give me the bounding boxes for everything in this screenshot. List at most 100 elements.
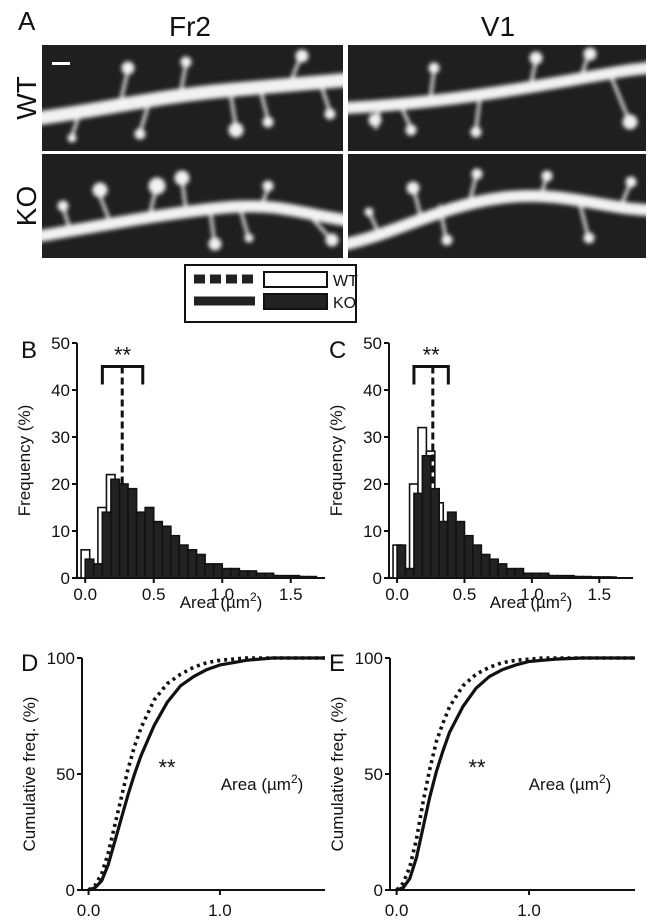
chart-b-bar-ko bbox=[135, 511, 146, 579]
legend-wt-label: WT bbox=[333, 273, 358, 290]
chart-e-line-wt bbox=[395, 656, 635, 892]
chart-e: 0 50 100 0.0 1.0 Cumulative freq. (%) Area (µm… bbox=[328, 649, 635, 920]
legend-wt-bar bbox=[263, 271, 328, 288]
chart-c-bar-ko bbox=[531, 572, 542, 579]
chart-b-bar-ko bbox=[195, 553, 206, 579]
chart-c-xtick-label: 1.0 bbox=[520, 585, 544, 604]
chart-e-ytick-label: 50 bbox=[364, 765, 383, 784]
chart-c-bar-ko bbox=[598, 576, 609, 579]
chart-b-bar-ko bbox=[178, 544, 189, 579]
chart-e-ytick-label: 100 bbox=[355, 649, 383, 668]
chart-b-bar-ko bbox=[144, 506, 155, 579]
chart-d-ytick-label: 0 bbox=[66, 881, 75, 900]
chart-c-bar-ko bbox=[564, 574, 575, 579]
chart-d-line-wt bbox=[87, 656, 325, 892]
chart-b-bar-ko bbox=[272, 574, 283, 579]
chart-c-xtick-label: 1.5 bbox=[587, 585, 611, 604]
micrograph-wt-fr2 bbox=[42, 45, 343, 151]
row-label-wt: WT bbox=[11, 76, 42, 120]
chart-c-significance-bracket bbox=[412, 365, 450, 385]
chart-b-bar-ko bbox=[281, 574, 292, 579]
chart-c-bar-ko bbox=[480, 553, 491, 579]
chart-d-ytick-label: 100 bbox=[47, 649, 75, 668]
chart-b-bar-ko bbox=[127, 487, 138, 579]
chart-b-ytick-label: 30 bbox=[51, 428, 70, 447]
chart-b-bar-ko bbox=[298, 575, 309, 579]
chart-b-bar-ko bbox=[238, 570, 249, 579]
legend-ko-label: KO bbox=[333, 295, 356, 312]
chart-b-bar-ko bbox=[92, 563, 104, 579]
chart-b-bar-ko bbox=[161, 525, 172, 579]
chart-b-xtick-label: 1.5 bbox=[279, 585, 303, 604]
chart-c-bar-ko bbox=[556, 574, 567, 579]
chart-b-xlabel: Area (µm2) bbox=[180, 590, 263, 612]
chart-c-ytick-label: 10 bbox=[363, 522, 382, 541]
panel-letter-e: E bbox=[329, 650, 345, 677]
chart-c-bar-ko bbox=[421, 454, 432, 579]
panel-letter-a: A bbox=[18, 6, 36, 36]
chart-d-significance-label: ** bbox=[158, 755, 176, 780]
chart-b-ylabel: Frequency (%) bbox=[15, 405, 34, 516]
legend-ko-bar bbox=[263, 293, 328, 310]
chart-b-bar-ko bbox=[84, 558, 95, 579]
chart-c-bar-ko bbox=[488, 558, 499, 579]
chart-c-ytick-label: 30 bbox=[363, 428, 382, 447]
chart-c-ylabel: Frequency (%) bbox=[327, 405, 346, 516]
chart-e-line-ko bbox=[396, 656, 635, 892]
chart-b-bar-ko bbox=[212, 563, 224, 579]
chart-c-bar-ko bbox=[455, 520, 466, 579]
chart-b-bar-ko bbox=[289, 574, 301, 579]
micrograph-wt-v1 bbox=[348, 45, 646, 151]
chart-c-bar-ko bbox=[446, 511, 457, 579]
chart-b-xtick-label: 0.5 bbox=[142, 585, 166, 604]
chart-c-bar-ko bbox=[573, 575, 584, 579]
column-label-v1: V1 bbox=[481, 11, 515, 42]
panel-letter-d: D bbox=[21, 650, 38, 677]
chart-e-significance-label: ** bbox=[468, 755, 486, 780]
chart-c-bar-ko bbox=[413, 492, 424, 579]
chart-d-xtick-label: 0.0 bbox=[77, 901, 101, 920]
micrograph-ko-v1 bbox=[348, 154, 646, 258]
chart-c-bar-ko bbox=[547, 574, 558, 579]
chart-b-bar-ko bbox=[247, 570, 258, 579]
chart-c-bar-ko bbox=[539, 572, 550, 579]
chart-e-ytick-label: 0 bbox=[374, 881, 383, 900]
chart-c-ytick-label: 40 bbox=[363, 381, 382, 400]
chart-c-xtick-label: 0.0 bbox=[385, 585, 409, 604]
chart-e-xtick-label: 0.0 bbox=[385, 901, 409, 920]
chart-b-bar-ko bbox=[221, 567, 232, 579]
chart-c-bar-ko bbox=[438, 520, 449, 579]
micrograph-ko-fr2 bbox=[42, 154, 343, 258]
chart-b-bar-ko bbox=[204, 563, 215, 579]
chart-c-ytick-label: 50 bbox=[363, 334, 382, 353]
chart-b-xtick-label: 0.0 bbox=[73, 585, 97, 604]
chart-c-bar-ko bbox=[522, 572, 533, 579]
chart-d: 0 50 100 0.0 1.0 Cumulative freq. (%) Area (µm… bbox=[20, 649, 325, 920]
chart-b-ytick-label: 50 bbox=[51, 334, 70, 353]
chart-b-bar-ko bbox=[264, 572, 275, 579]
chart-c-significance-label: ** bbox=[423, 343, 441, 368]
chart-b-ytick-label: 20 bbox=[51, 475, 70, 494]
chart-b-bar-ko bbox=[307, 575, 318, 579]
chart-b-bar-ko bbox=[170, 534, 181, 579]
chart-b-ytick-label: 40 bbox=[51, 381, 70, 400]
panel-letter-c: C bbox=[329, 337, 346, 364]
chart-b-ytick-label: 10 bbox=[51, 522, 70, 541]
chart-d-xtick-label: 1.0 bbox=[208, 901, 232, 920]
chart-c-bar-ko bbox=[497, 563, 508, 579]
chart-e-ylabel: Cumulative freq. (%) bbox=[328, 697, 347, 852]
chart-c: 0 10 20 30 40 50 0.0 0.5 1.0 1.5 Frequency (%) Area… bbox=[327, 334, 633, 612]
chart-d-ytick-label: 50 bbox=[56, 765, 75, 784]
chart-e-xlabel: Area (µm2) bbox=[529, 772, 612, 794]
chart-b-bar-ko bbox=[230, 567, 241, 579]
panel-letter-b: B bbox=[21, 337, 37, 364]
chart-c-bar-ko bbox=[404, 567, 415, 579]
chart-b-bar-ko bbox=[255, 572, 266, 579]
chart-c-bar-ko bbox=[606, 576, 617, 579]
chart-c-bar-ko bbox=[514, 567, 525, 579]
chart-c-bar-ko bbox=[505, 567, 516, 579]
chart-c-ytick-label: 0 bbox=[373, 569, 382, 588]
chart-c-ytick-label: 20 bbox=[363, 475, 382, 494]
chart-b-bar-ko bbox=[152, 520, 164, 579]
